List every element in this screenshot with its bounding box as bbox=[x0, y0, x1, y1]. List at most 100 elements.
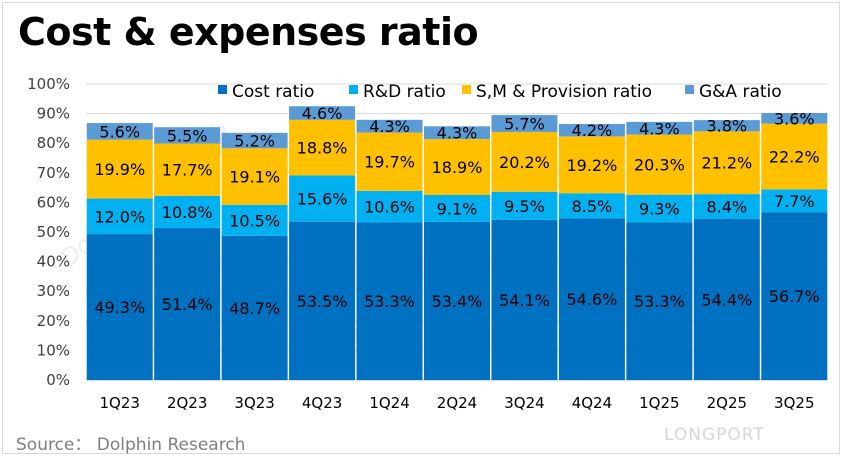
x-tick-label: 1Q23 bbox=[100, 394, 140, 412]
bar-segment bbox=[626, 194, 693, 223]
y-tick-label: 100% bbox=[27, 75, 70, 93]
x-tick-label: 3Q24 bbox=[504, 394, 544, 412]
legend-label: R&D ratio bbox=[363, 82, 446, 102]
data-label: 9.3% bbox=[639, 199, 680, 218]
data-label: 19.2% bbox=[566, 156, 617, 175]
data-label: 54.4% bbox=[701, 290, 752, 309]
x-tick-label: 1Q25 bbox=[639, 394, 679, 412]
bar-segment bbox=[693, 120, 760, 132]
legend-swatch bbox=[349, 85, 358, 94]
data-label: 54.6% bbox=[566, 290, 617, 309]
bar-segment bbox=[491, 131, 558, 192]
bar-segment bbox=[693, 131, 760, 195]
bar-segment bbox=[154, 143, 221, 196]
bar-segment bbox=[356, 222, 423, 380]
y-tick-label: 70% bbox=[37, 164, 70, 182]
data-label: 5.7% bbox=[504, 115, 545, 134]
data-label: 19.9% bbox=[94, 160, 145, 179]
data-label: 3.8% bbox=[706, 117, 747, 136]
bar-segment bbox=[86, 139, 153, 199]
y-tick-label: 20% bbox=[37, 312, 70, 330]
bar-segment bbox=[491, 115, 558, 132]
bar-segment bbox=[693, 194, 760, 219]
data-label: 9.1% bbox=[437, 199, 478, 218]
bar-segment bbox=[289, 106, 356, 120]
data-label: 53.4% bbox=[432, 292, 483, 311]
y-tick-label: 0% bbox=[46, 371, 70, 389]
data-label: 51.4% bbox=[162, 295, 213, 314]
data-label: 12.0% bbox=[94, 207, 145, 226]
chart-title: Cost & expenses ratio bbox=[18, 10, 479, 54]
data-label: 10.5% bbox=[229, 211, 280, 230]
bar-segment bbox=[424, 139, 490, 195]
data-label: 20.3% bbox=[634, 156, 685, 175]
legend-label: S,M & Provision ratio bbox=[476, 82, 652, 102]
bar-segment bbox=[86, 234, 153, 380]
bar-segment bbox=[491, 191, 558, 220]
bar-segment bbox=[558, 123, 625, 137]
bar-segment bbox=[558, 193, 625, 219]
bar-segment bbox=[221, 235, 288, 380]
data-label: 22.2% bbox=[769, 148, 820, 167]
bar-segment bbox=[289, 119, 356, 176]
bar-segment bbox=[424, 195, 490, 222]
y-tick-label: 40% bbox=[37, 253, 70, 271]
chart-frame bbox=[2, 2, 840, 454]
data-label: 18.8% bbox=[297, 139, 348, 158]
bar-segment bbox=[626, 121, 693, 135]
data-label: 5.2% bbox=[234, 132, 275, 151]
bar-segment bbox=[761, 123, 828, 190]
data-label: 4.3% bbox=[639, 119, 680, 138]
x-tick-label: 4Q23 bbox=[302, 394, 342, 412]
data-label: 10.6% bbox=[364, 198, 415, 217]
data-label: 53.3% bbox=[364, 292, 415, 311]
data-label: 19.7% bbox=[364, 153, 415, 172]
bar-segment bbox=[761, 212, 828, 380]
x-tick-label: 4Q24 bbox=[572, 394, 612, 412]
data-label: 17.7% bbox=[162, 161, 213, 180]
data-label: 19.1% bbox=[229, 168, 280, 187]
data-label: 53.3% bbox=[634, 292, 685, 311]
data-label: 20.2% bbox=[499, 153, 550, 172]
bar-segment bbox=[154, 195, 221, 228]
bar-segment bbox=[221, 132, 288, 149]
data-label: 4.6% bbox=[302, 104, 343, 123]
bar-segment bbox=[289, 175, 356, 222]
bar-segment bbox=[86, 198, 153, 235]
legend-swatch bbox=[218, 85, 227, 94]
x-tick-label: 2Q25 bbox=[707, 394, 747, 412]
bar-segment bbox=[154, 127, 221, 144]
bar-segment bbox=[491, 219, 558, 380]
bar-segment bbox=[558, 136, 625, 194]
data-label: 9.5% bbox=[504, 197, 545, 216]
legend-swatch bbox=[462, 85, 471, 94]
legend-swatch bbox=[685, 85, 694, 94]
legend-label: Cost ratio bbox=[232, 82, 314, 102]
data-label: 10.8% bbox=[162, 203, 213, 222]
data-label: 7.7% bbox=[774, 192, 815, 211]
bar-segment bbox=[424, 126, 490, 140]
bar-segment bbox=[86, 123, 153, 140]
data-label: 48.7% bbox=[229, 299, 280, 318]
bar-segment bbox=[626, 222, 693, 380]
data-label: 8.4% bbox=[706, 198, 747, 217]
bar-segment bbox=[221, 204, 288, 236]
bar-segment bbox=[558, 218, 625, 380]
legend-label: G&A ratio bbox=[699, 82, 782, 102]
bar-segment bbox=[154, 227, 221, 380]
y-tick-label: 10% bbox=[37, 341, 70, 359]
data-label: 56.7% bbox=[769, 287, 820, 306]
y-tick-label: 50% bbox=[37, 223, 70, 241]
bar-segment bbox=[761, 113, 828, 124]
y-tick-label: 90% bbox=[37, 105, 70, 123]
data-label: 53.5% bbox=[297, 292, 348, 311]
y-tick-label: 30% bbox=[37, 282, 70, 300]
bar-segment bbox=[356, 132, 423, 191]
data-label: 5.5% bbox=[167, 126, 208, 145]
bar-segment bbox=[356, 190, 423, 223]
data-label: 5.6% bbox=[99, 122, 140, 141]
source-note: Source： Dolphin Research bbox=[16, 435, 246, 455]
bar-segment bbox=[761, 189, 828, 213]
x-tick-label: 2Q23 bbox=[167, 394, 207, 412]
bar-segment bbox=[289, 221, 356, 380]
